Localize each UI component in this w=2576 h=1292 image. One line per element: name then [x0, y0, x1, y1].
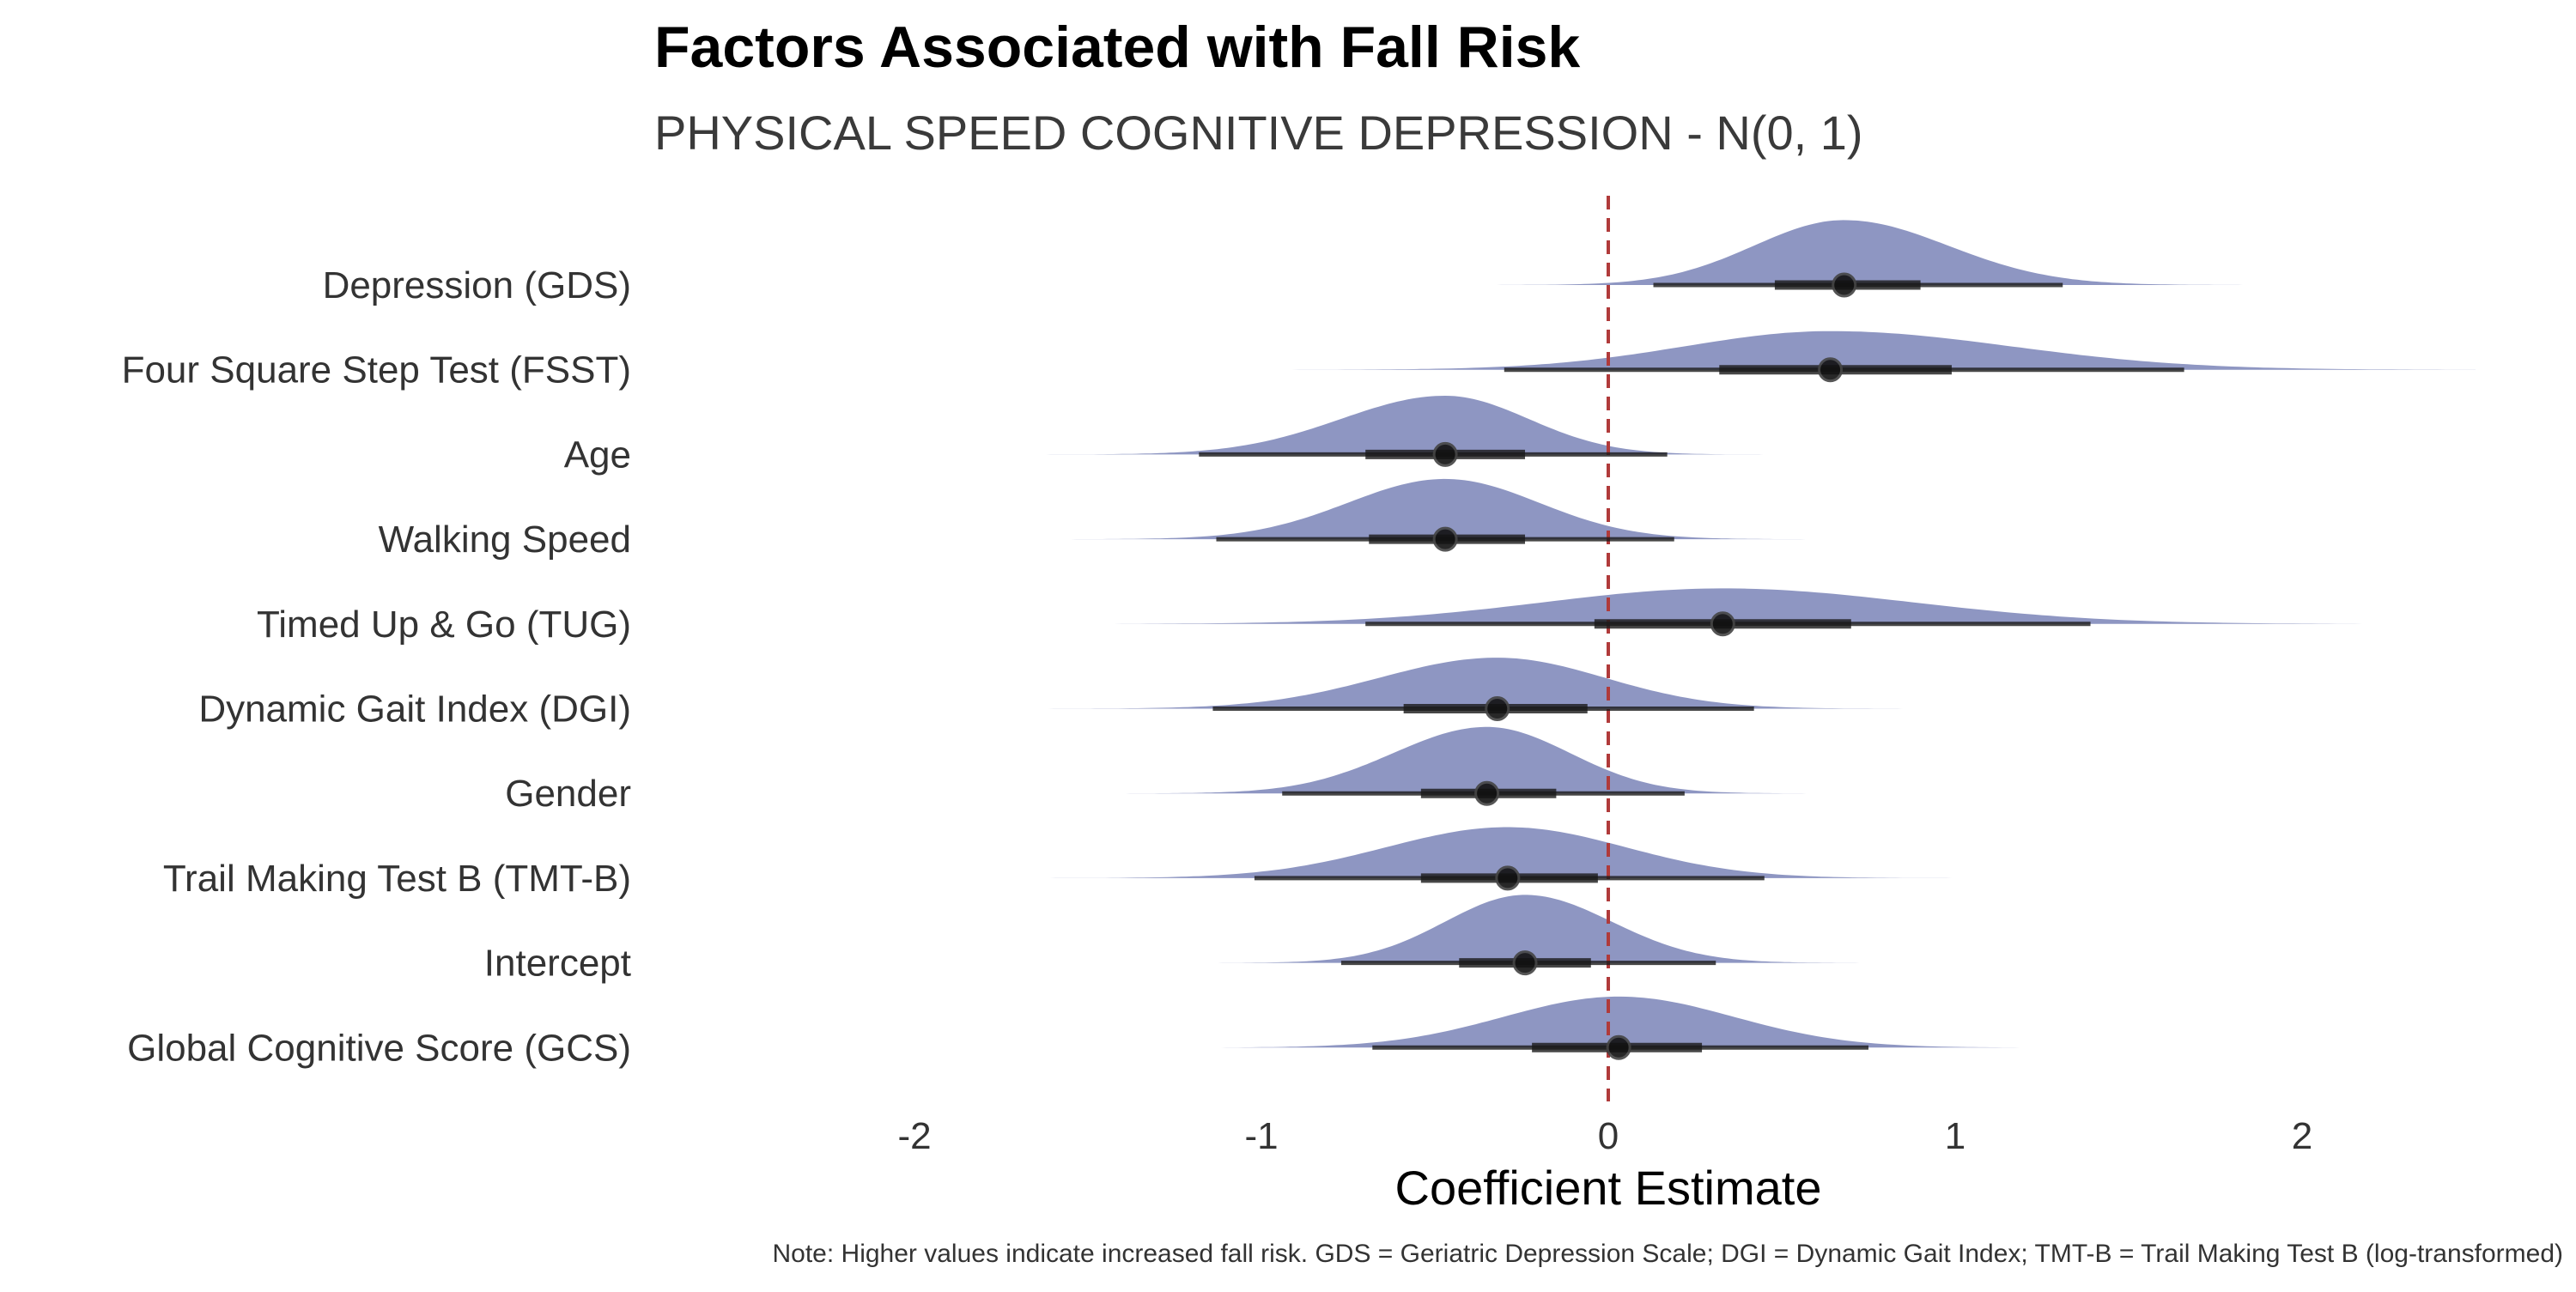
x-tick-label: 0 — [1598, 1115, 1619, 1157]
density-gender — [1088, 726, 1844, 794]
median-point-trail-making-test-b-tmt-b — [1495, 865, 1521, 891]
density-trail-making-test-b-tmt-b — [1018, 827, 2014, 878]
density-walking-speed — [1018, 478, 1858, 540]
density-timed-up-go-tug — [1088, 588, 2476, 624]
x-tick-label: -1 — [1244, 1115, 1278, 1157]
median-point-gender — [1474, 780, 1500, 806]
y-label-trail-making-test-b-tmt-b: Trail Making Test B (TMT-B) — [163, 858, 631, 900]
y-axis-labels: Depression (GDS) Four Square Step Test (F… — [122, 264, 631, 1069]
x-tick-label: 1 — [1945, 1115, 1965, 1157]
y-label-timed-up-go-tug: Timed Up & Go (TUG) — [257, 604, 631, 646]
y-label-depression-gds: Depression (GDS) — [323, 264, 631, 306]
y-label-dynamic-gait-index-dgi: Dynamic Gait Index (DGI) — [198, 688, 631, 731]
y-label-walking-speed: Walking Speed — [379, 519, 631, 561]
density-dynamic-gait-index-dgi — [983, 658, 1921, 709]
median-point-global-cognitive-score-gcs — [1606, 1034, 1631, 1060]
density-depression-gds — [1462, 220, 2244, 285]
x-axis-ticks: -2 -1 0 1 2 — [897, 1115, 2312, 1157]
chart-title: Factors Associated with Fall Risk — [654, 15, 1580, 80]
median-point-dynamic-gait-index-dgi — [1485, 696, 1510, 721]
interval-layer — [1199, 272, 2184, 1060]
y-label-age: Age — [564, 434, 631, 476]
density-four-square-step-test-fsst — [1261, 331, 2476, 370]
chart-subtitle: PHYSICAL SPEED COGNITIVE DEPRESSION - N(… — [654, 106, 1863, 160]
y-label-global-cognitive-score-gcs: Global Cognitive Score (GCS) — [127, 1027, 631, 1069]
density-layer — [983, 220, 2476, 1048]
chart-caption: Note: Higher values indicate increased f… — [772, 1240, 2563, 1268]
density-global-cognitive-score-gcs — [1175, 996, 2101, 1048]
median-point-timed-up-go-tug — [1710, 611, 1735, 637]
x-tick-label: 2 — [2292, 1115, 2312, 1157]
median-point-walking-speed — [1432, 526, 1458, 552]
median-point-intercept — [1512, 950, 1538, 976]
x-tick-label: -2 — [897, 1115, 931, 1157]
median-point-age — [1432, 441, 1458, 467]
density-intercept — [1171, 895, 1921, 963]
x-axis-label: Coefficient Estimate — [1395, 1161, 1822, 1215]
y-label-four-square-step-test-fsst: Four Square Step Test (FSST) — [122, 349, 631, 391]
y-label-gender: Gender — [505, 773, 631, 815]
density-age — [1046, 396, 1807, 455]
median-point-four-square-step-test-fsst — [1818, 357, 1844, 383]
median-point-depression-gds — [1832, 272, 1857, 298]
y-label-intercept: Intercept — [484, 943, 631, 985]
